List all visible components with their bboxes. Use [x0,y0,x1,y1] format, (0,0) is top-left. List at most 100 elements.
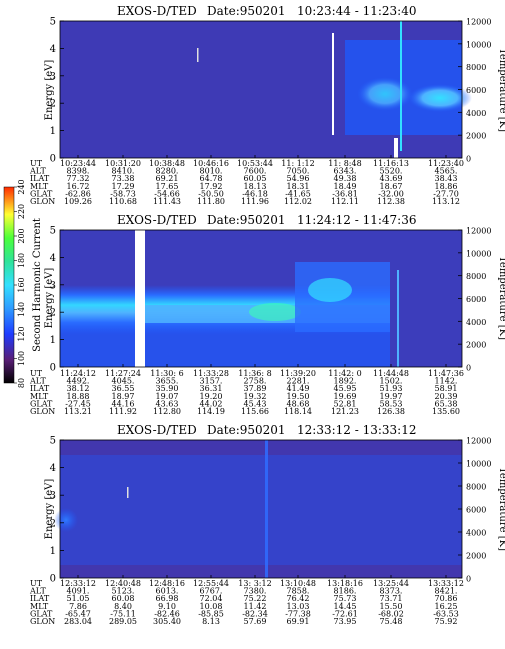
table-cell: 13.03 [287,602,310,611]
y2-tick-label: 8000 [466,483,486,492]
table-cell: 19.32 [244,392,267,401]
table-cell: -50.50 [198,189,224,198]
table-cell: 73.38 [112,174,135,183]
table-cell: -63.53 [433,609,459,618]
y-tick-label: 3 [50,491,56,502]
table-cell: 1892. [334,377,357,386]
table-cell: 8373. [380,587,403,596]
panel-3-frame: 0 1 2 3 4 5 0 2000 4000 6000 8000 10000 12000 [50,436,492,585]
table-cell: 8186. [334,587,357,596]
table-cell: -82.46 [154,609,180,618]
table-row-label: MLT [30,392,49,401]
colorbar-tick-label: 120 [17,326,26,341]
y2-tick-label: 6000 [466,295,486,304]
table-row-label: MLT [30,182,49,191]
table-cell: -72.61 [332,609,358,618]
table-cell: 54.96 [287,174,310,183]
panel-1-gap-2 [394,138,398,158]
table-cell: 49.38 [334,174,357,183]
table-cell: 12:48:16 [149,579,185,588]
table-cell: 64.78 [200,174,223,183]
table-cell: 111.92 [109,407,137,416]
y-tick-label: 4 [50,253,56,264]
table-cell: 4565. [435,167,458,176]
table-cell: 7858. [287,587,310,596]
table-cell: 7.86 [69,602,87,611]
table-cell: 113.21 [64,407,92,416]
table-cell: 135.60 [432,407,460,416]
table-row-label: ALT [29,377,46,386]
table-row-label: GLAT [30,189,53,198]
table-cell: 19.20 [200,392,223,401]
table-cell: 11:27:24 [105,369,141,378]
table-cell: -65.47 [65,609,91,618]
y-tick-label: 2 [50,518,56,529]
y2-tick-label: 0 [466,155,471,164]
table-cell: -68.02 [378,609,404,618]
panel-3-spike-line [265,440,268,578]
table-cell: 65.38 [435,399,458,408]
table-cell: 60.05 [244,174,267,183]
table-row-label: ALT [29,587,46,596]
table-cell: -27.70 [433,189,459,198]
y2-tick-label: 8000 [466,272,486,281]
table-cell: 8421. [435,587,458,596]
table-cell: 18.49 [334,182,357,191]
table-cell: -27.45 [65,399,91,408]
table-cell: 11:23:40 [428,159,464,168]
table-cell: 44.16 [112,399,135,408]
table-cell: 16.25 [435,602,458,611]
y2-tick-label: 12000 [466,437,491,446]
table-row-label: GLAT [30,609,53,618]
panel-3-title: EXOS-D/TED [117,423,197,437]
table-cell: 8280. [156,167,179,176]
table-cell: -54.66 [154,189,180,198]
table-cell: 2281. [287,377,310,386]
panel-3-y2label: Temperature [K] [497,467,505,551]
table-cell: 112.38 [377,197,405,206]
table-cell: 118.14 [284,407,312,416]
table-cell: 2758. [244,377,267,386]
panel-3-left-blob [54,508,78,532]
table-cell: -62.86 [65,189,91,198]
y-tick-label: 3 [50,280,56,291]
table-cell: 11:47:36 [428,369,464,378]
table-cell: 9.10 [158,602,176,611]
table-cell: 10:31:20 [105,159,141,168]
table-cell: 36.55 [112,384,135,393]
colorbar-tick-label: 80 [17,378,26,388]
table-cell: 75.92 [435,617,458,626]
table-cell: 15.50 [380,602,403,611]
y2-tick-label: 12000 [466,227,491,236]
table-cell: 69.91 [287,617,310,626]
table-cell: 8010. [200,167,223,176]
table-cell: 121.23 [331,407,359,416]
table-cell: -36.81 [332,189,358,198]
table-cell: 13:10:48 [280,579,316,588]
panel-2-green-blob [249,303,301,321]
table-cell: 10:38:48 [149,159,185,168]
table-cell: 112.80 [153,407,181,416]
table-cell: 11:39:20 [280,369,316,378]
panel-3-date: Date:950201 [207,423,286,437]
table-cell: 6767. [200,587,223,596]
table-row-label: GLON [30,617,55,626]
table-cell: 11:33:28 [193,369,229,378]
table-cell: 1502. [380,377,403,386]
table-cell: 10:53:44 [237,159,273,168]
table-cell: 8.13 [202,617,220,626]
table-cell: -32.00 [378,189,404,198]
panel-2-date: Date:950201 [207,213,286,227]
panel-3-ylabel: Energy [eV] [44,479,55,540]
table-cell: 4492. [67,377,90,386]
table-cell: 289.05 [109,617,137,626]
table-cell: 75.48 [380,617,403,626]
panel-1-date: Date:950201 [207,4,286,18]
table-row-label: ILAT [30,384,50,393]
panel-3-range: 12:33:12 - 13:33:12 [297,423,416,437]
table-cell: 18.31 [287,182,310,191]
y2-tick-label: 10000 [466,249,491,258]
table-cell: 19.69 [334,392,357,401]
table-cell: 305.40 [153,617,181,626]
table-cell: 19.07 [156,392,179,401]
